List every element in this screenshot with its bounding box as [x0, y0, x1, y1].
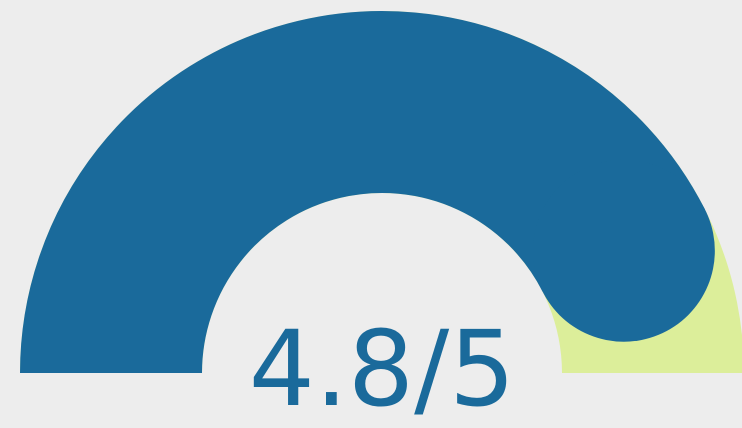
value-label: 4.8/5 — [249, 308, 516, 428]
gauge — [20, 11, 742, 375]
gauge-value-arc — [20, 11, 706, 375]
gauge-value-cap — [532, 159, 715, 342]
